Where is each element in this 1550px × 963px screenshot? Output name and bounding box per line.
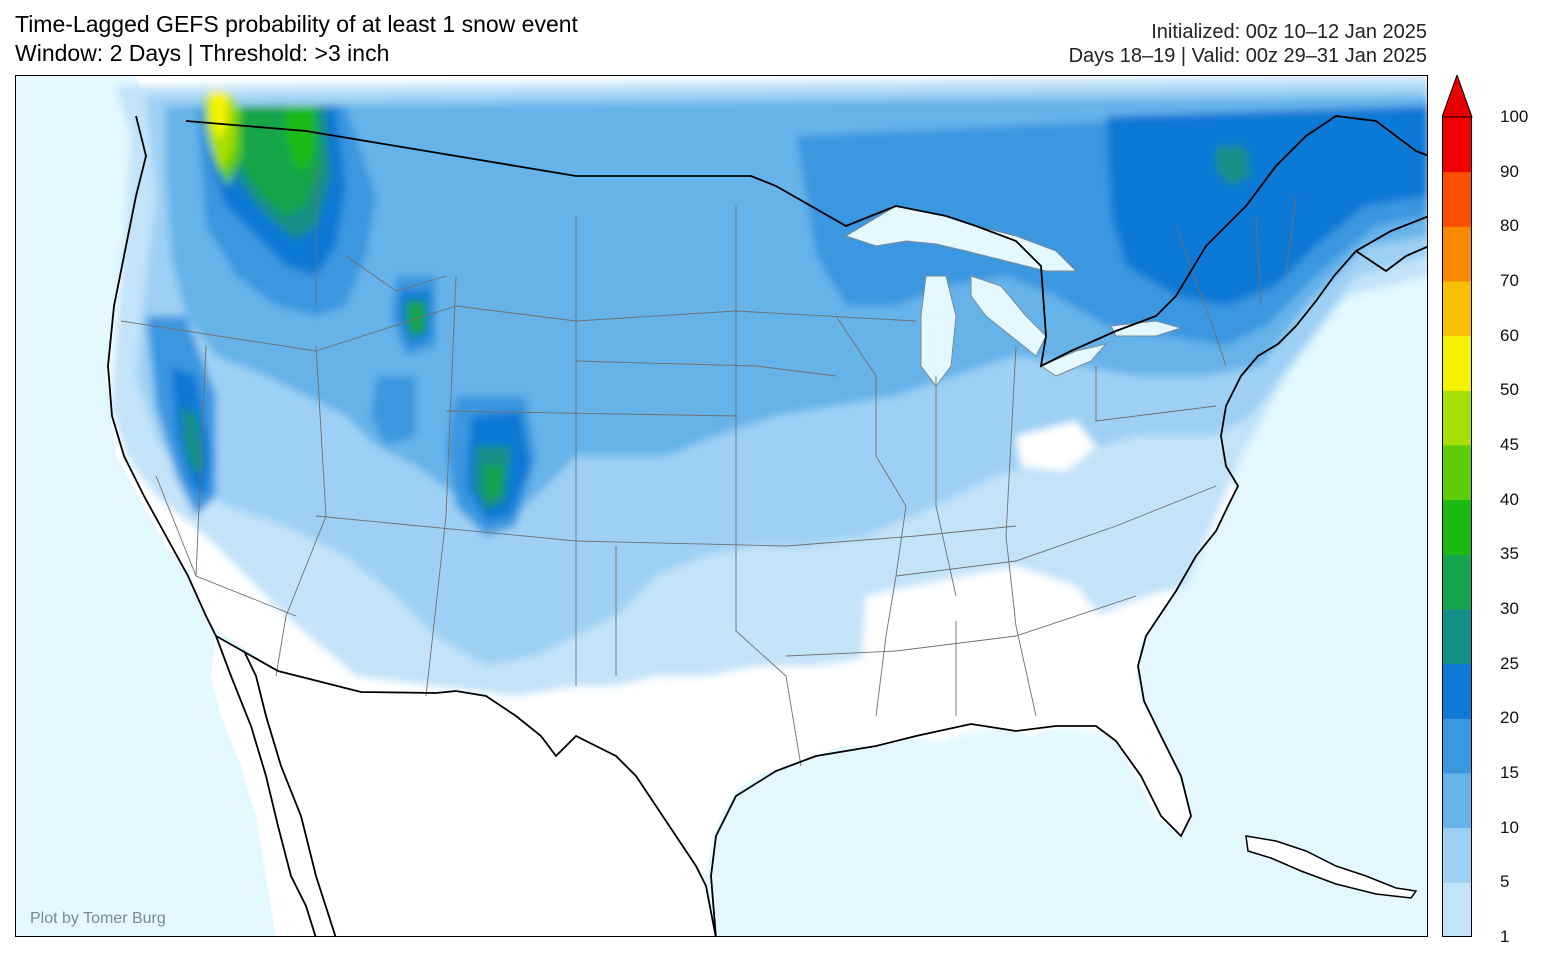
colorbar-tick-label: 70 [1500,271,1519,290]
colorbar [1442,75,1473,937]
state-borders [120,166,1297,767]
colorbar-tick-label: 50 [1500,380,1519,400]
colorbar-segment [1442,499,1472,555]
init-time-label: Initialized: 00z 10–12 Jan 2025 [1151,21,1427,43]
colorbar-segment [1442,171,1472,227]
chart-subtitle: Window: 2 Days | Threshold: >3 inch [15,40,390,66]
colorbar-segment [1442,609,1472,665]
valid-time-label: Days 18–19 | Valid: 00z 29–31 Jan 2025 [1068,45,1427,67]
colorbar-tick-label: 25 [1500,653,1519,673]
colorbar-tick-label: 35 [1500,544,1519,564]
colorbar-tick-label: 1 [1500,927,1510,946]
country-borders [107,115,1427,936]
colorbar-tick-label: 5 [1500,872,1510,892]
colorbar-tick-label: 100 [1500,107,1529,126]
colorbar-tick-label: 15 [1500,763,1519,782]
map-canvas [16,76,1427,936]
colorbar-tick-label: 10 [1500,817,1519,837]
colorbar-segment [1442,117,1472,173]
map-panel: Plot by Tomer Burg [15,75,1428,937]
colorbar-tick-label: 30 [1500,599,1519,618]
colorbar-tick-label: 40 [1500,489,1519,509]
land-mexico [211,636,716,936]
colorbar-segment [1442,390,1472,446]
colorbar-segment [1442,827,1472,883]
colorbar-tick-label: 80 [1500,216,1519,236]
colorbar-segment [1442,554,1472,610]
colorbar-segment [1442,281,1472,337]
snow-probability-field [111,76,1427,741]
colorbar-tick-label: 90 [1500,161,1519,181]
colorbar-tick-label: 60 [1500,325,1519,345]
colorbar-segment [1442,773,1472,829]
colorbar-tick-label: 20 [1500,708,1519,728]
great-lakes [844,205,1183,387]
chart-title: Time-Lagged GEFS probability of at least… [15,11,578,37]
land-cuba [1245,835,1418,899]
colorbar-segment [1442,335,1472,391]
colorbar-segment [1442,718,1472,774]
colorbar-segment [1442,882,1472,937]
colorbar-extend-arrow [1442,75,1473,118]
colorbar-segment [1442,445,1472,501]
colorbar-border [1442,116,1472,937]
colorbar-tick-label: 45 [1500,435,1519,454]
colorbar-segment [1442,663,1472,719]
plot-credit: Plot by Tomer Burg [30,910,166,927]
colorbar-segment [1442,226,1472,282]
